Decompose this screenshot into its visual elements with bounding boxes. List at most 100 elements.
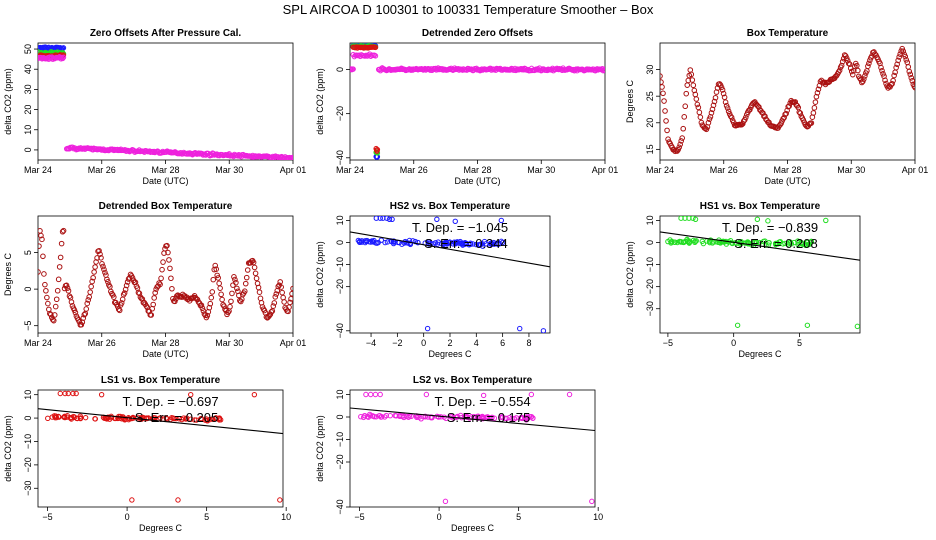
data-point [94,255,100,261]
data-point [57,390,63,397]
data-point [725,108,732,115]
x-tick-label: 2 [447,338,452,348]
data-point [415,239,421,246]
std-error-stat: S. Err. = 0.205 [135,410,218,425]
data-point [727,238,734,244]
data-point [362,53,368,59]
temp-dependence-value: −0.697 [178,394,218,409]
data-point [530,415,536,421]
data-point [85,297,92,303]
data-point [166,257,172,263]
data-point [889,80,895,87]
y-tick-label: −20 [645,279,655,294]
data-point [52,303,59,310]
std-error-value: 0.208 [785,236,818,251]
data-point [797,110,804,116]
y-tick-label: 0 [335,414,345,419]
data-point [68,414,75,421]
data-point [690,216,696,221]
data-point [272,294,279,300]
data-point [188,416,194,422]
data-point [815,86,822,93]
data-point [780,241,786,247]
data-point [91,269,97,275]
data-point [52,415,59,421]
data-point [143,415,150,421]
data-point [60,227,67,234]
x-tick-label: 0 [421,338,426,348]
data-point [383,412,390,419]
data-point [164,242,170,249]
data-point [234,285,240,292]
y-tick-label: −10 [335,257,345,272]
data-point [442,498,449,505]
data-point [97,251,103,257]
data-point [151,295,157,301]
data-point [804,322,811,328]
data-point [429,414,435,420]
data-point [723,241,730,247]
data-point [96,247,102,254]
data-point [914,78,915,82]
data-point [165,249,171,256]
data-point [233,279,239,286]
data-point [917,72,922,77]
data-point [785,241,791,247]
data-point [719,87,726,93]
data-layer [38,227,293,328]
data-point [115,306,122,313]
plot-frame [349,42,606,161]
data-point [854,67,861,74]
plot-frame [349,389,596,508]
data-point [253,275,260,282]
data-point [890,77,896,84]
y-tick-label: 20 [645,118,655,128]
data-point [263,314,270,320]
data-point [694,101,701,108]
data-point [711,98,718,105]
y-tick-label: −10 [23,434,33,449]
data-point [221,303,227,309]
y-tick-label: −5 [23,321,33,331]
y-tick-label: 10 [23,390,33,400]
data-point [690,237,697,244]
x-tick-label: 6 [500,338,505,348]
data-point [40,253,46,260]
x-tick-label: Mar 28 [773,165,801,175]
data-point [783,110,789,117]
x-tick-label: 0 [125,512,130,522]
data-point [78,321,85,328]
x-tick-label: 8 [526,338,531,348]
data-point [727,113,734,119]
plot-frame [37,42,294,161]
data-point [39,236,45,243]
data-point [92,264,98,270]
y-tick-label: −40 [335,499,345,514]
panel-p8: LS2 vs. Box Temperature −5 0 5 10 −40 −20 −10 0 1… [315,375,603,533]
data-point [862,73,868,79]
data-point [361,412,368,419]
data-point [895,57,901,64]
std-error-stat: S. Err. = 0.175 [447,410,530,425]
data-point [350,66,353,72]
data-point [878,64,884,71]
data-point [64,285,71,291]
y-tick-label: −40 [335,150,345,165]
std-error-label: S. Err. = [734,236,785,251]
data-point [683,90,690,97]
data-point [104,276,110,283]
std-error-value: 0.344 [475,236,508,251]
data-point [199,305,206,312]
x-tick-label: Mar 26 [88,338,116,348]
x-tick-label: Mar 26 [710,165,738,175]
data-point [498,414,504,420]
data-layer [38,44,293,160]
data-point [290,154,293,160]
data-point [677,141,683,148]
x-tick-label: 5 [797,338,802,348]
data-point [63,282,70,289]
y-axis-label: Degrees C [625,79,635,123]
data-point [483,414,489,421]
data-point [697,114,704,120]
data-point [667,237,673,243]
